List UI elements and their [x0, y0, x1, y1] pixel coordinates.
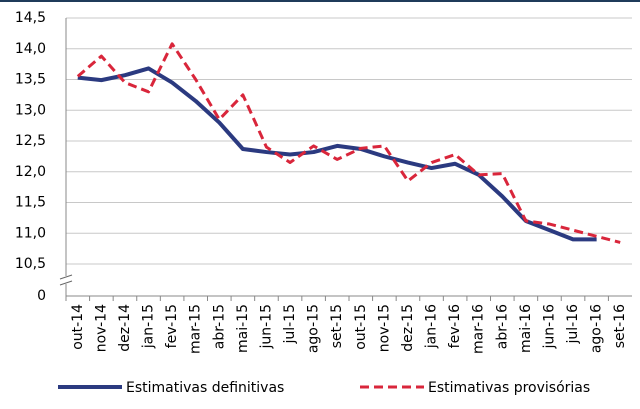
x-tick-label: mai-16: [518, 304, 534, 353]
x-tick-label: set-15: [329, 304, 345, 348]
top-border: [0, 0, 640, 2]
x-tick-label: dez-15: [400, 304, 416, 352]
x-tick-label: fev-16: [447, 304, 463, 348]
y-tick-label: 14,0: [15, 41, 46, 57]
series-line: [77, 66, 597, 242]
x-tick-label: nov-15: [376, 304, 392, 352]
y-tick-label: 13,5: [15, 72, 46, 88]
axis-break-gap: [60, 276, 72, 284]
x-tick-label: mar-15: [188, 304, 204, 354]
x-tick-label: fev-15: [164, 304, 180, 348]
y-tick-label: 0: [37, 288, 46, 304]
y-tick-label: 11,0: [15, 225, 46, 241]
x-tick-label: abr-15: [211, 304, 227, 349]
y-tick-label: 13,0: [15, 102, 46, 118]
series-line: [76, 42, 621, 244]
x-tick-label: set-16: [612, 304, 628, 348]
x-tick-label: jan-16: [424, 304, 440, 349]
y-tick-label: 11,5: [15, 195, 46, 211]
x-tick-label: mar-16: [471, 304, 487, 354]
x-tick-label: jun-16: [541, 304, 557, 350]
x-tick-label: out-14: [70, 304, 86, 350]
x-tick-label: jul-16: [565, 304, 581, 345]
x-tick-label: jun-15: [258, 304, 274, 350]
x-tick-label: mai-15: [235, 304, 251, 353]
axis-break: [59, 274, 73, 280]
x-tick-label: ago-15: [306, 304, 322, 353]
y-tick-label: 14,5: [15, 10, 46, 26]
axis-break: [59, 280, 73, 286]
y-tick-label: 10,5: [15, 256, 46, 272]
x-tick-label: dez-14: [117, 304, 133, 352]
legend-label: Estimativas provisórias: [428, 380, 590, 396]
y-tick-label: 12,5: [15, 133, 46, 149]
y-tick-label: 12,0: [15, 164, 46, 180]
x-tick-label: nov-14: [93, 304, 109, 352]
x-tick-label: abr-16: [494, 304, 510, 349]
x-tick-label: ago-16: [589, 304, 605, 353]
x-tick-label: out-15: [353, 304, 369, 350]
x-tick-label: jan-15: [141, 304, 157, 349]
x-tick-label: jul-15: [282, 304, 298, 345]
legend-label: Estimativas definitivas: [126, 380, 284, 396]
